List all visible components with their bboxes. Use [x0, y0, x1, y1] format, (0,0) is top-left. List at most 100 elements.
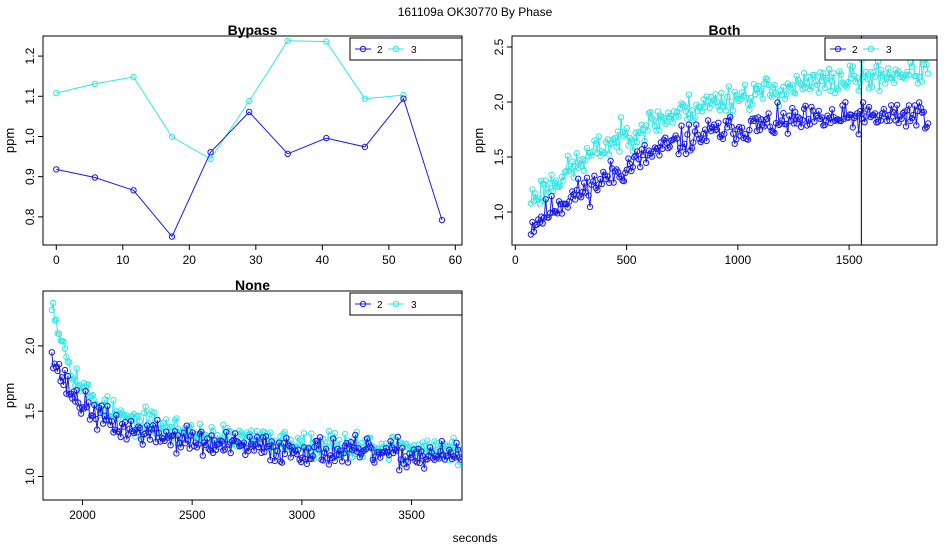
data-point: [580, 179, 588, 187]
data-point: [908, 115, 916, 122]
data-point: [679, 101, 687, 109]
x-tick-label: 60: [449, 253, 463, 267]
data-point: [267, 429, 274, 436]
data-point: [294, 446, 302, 453]
data-point: [796, 115, 803, 122]
data-point: [744, 100, 752, 108]
data-point: [424, 437, 431, 444]
data-point: [323, 38, 330, 45]
data-point: [50, 299, 57, 307]
data-point: [136, 424, 144, 432]
data-point: [604, 136, 611, 143]
legend-marker: [867, 45, 875, 53]
data-point: [784, 130, 791, 137]
data-point: [890, 109, 898, 116]
data-point: [372, 453, 380, 460]
series-3: [527, 50, 932, 207]
data-point: [579, 156, 586, 163]
data-point: [542, 177, 549, 184]
data-point: [72, 398, 79, 405]
data-point: [325, 461, 333, 468]
data-point: [637, 163, 644, 171]
data-point: [79, 404, 86, 411]
data-point: [258, 449, 265, 456]
legend-box: [824, 37, 938, 61]
data-point: [94, 426, 101, 433]
data-point: [622, 130, 629, 138]
data-point: [261, 448, 268, 455]
data-point: [669, 136, 676, 144]
data-point: [852, 78, 859, 85]
data-point: [818, 114, 825, 121]
data-point: [218, 438, 226, 445]
data-point: [675, 113, 682, 120]
data-point: [834, 86, 842, 93]
data-point: [53, 89, 60, 97]
data-point: [583, 144, 591, 152]
data-point: [566, 198, 573, 205]
data-point: [613, 143, 620, 151]
data-point: [117, 433, 124, 441]
data-point: [752, 115, 759, 122]
data-point: [48, 306, 55, 314]
data-point: [650, 116, 657, 124]
data-point: [135, 423, 142, 430]
data-point: [105, 417, 113, 424]
ylabel-none: ppm: [2, 383, 17, 408]
data-point: [450, 434, 457, 442]
data-point: [394, 433, 401, 441]
data-point: [114, 415, 122, 422]
data-point: [741, 81, 749, 89]
data-point: [660, 114, 667, 122]
data-point: [577, 162, 585, 170]
data-point: [564, 204, 571, 211]
data-point: [250, 432, 258, 440]
data-point: [730, 107, 737, 114]
data-point: [281, 450, 289, 457]
data-point: [300, 430, 308, 437]
data-point: [380, 449, 387, 456]
data-point: [865, 85, 873, 92]
x-tick-label: 2000: [69, 508, 96, 522]
data-point: [168, 433, 176, 440]
data-point: [564, 152, 571, 160]
data-point: [280, 440, 287, 447]
data-point: [438, 216, 446, 224]
data-point: [836, 68, 843, 75]
data-point: [457, 456, 462, 463]
legend-label: 2: [377, 300, 383, 311]
data-point: [653, 145, 660, 153]
data-point: [899, 109, 907, 117]
data-point: [622, 169, 629, 177]
data-point: [48, 349, 55, 356]
data-point: [738, 124, 746, 131]
data-point: [923, 123, 930, 131]
data-point: [755, 82, 762, 90]
data-point: [704, 117, 712, 124]
data-point: [331, 457, 338, 465]
data-point: [868, 83, 876, 91]
data-point: [731, 140, 738, 147]
data-point: [625, 142, 632, 149]
data-point: [789, 104, 796, 112]
data-point: [196, 420, 204, 428]
data-point: [694, 107, 701, 114]
data-point: [92, 415, 100, 423]
data-point: [245, 432, 252, 439]
data-point: [901, 75, 908, 82]
data-point: [207, 149, 214, 156]
data-point: [793, 120, 800, 127]
data-point: [722, 107, 729, 114]
data-point: [673, 135, 681, 142]
data-point: [725, 117, 732, 124]
data-point: [569, 158, 576, 165]
data-point: [730, 130, 737, 137]
data-point: [857, 79, 864, 86]
data-point: [382, 445, 390, 452]
data-point: [758, 87, 765, 94]
data-point: [656, 127, 663, 134]
data-point: [628, 167, 635, 175]
data-point: [885, 65, 892, 72]
x-tick-label: 40: [316, 253, 330, 267]
data-point: [656, 152, 663, 159]
